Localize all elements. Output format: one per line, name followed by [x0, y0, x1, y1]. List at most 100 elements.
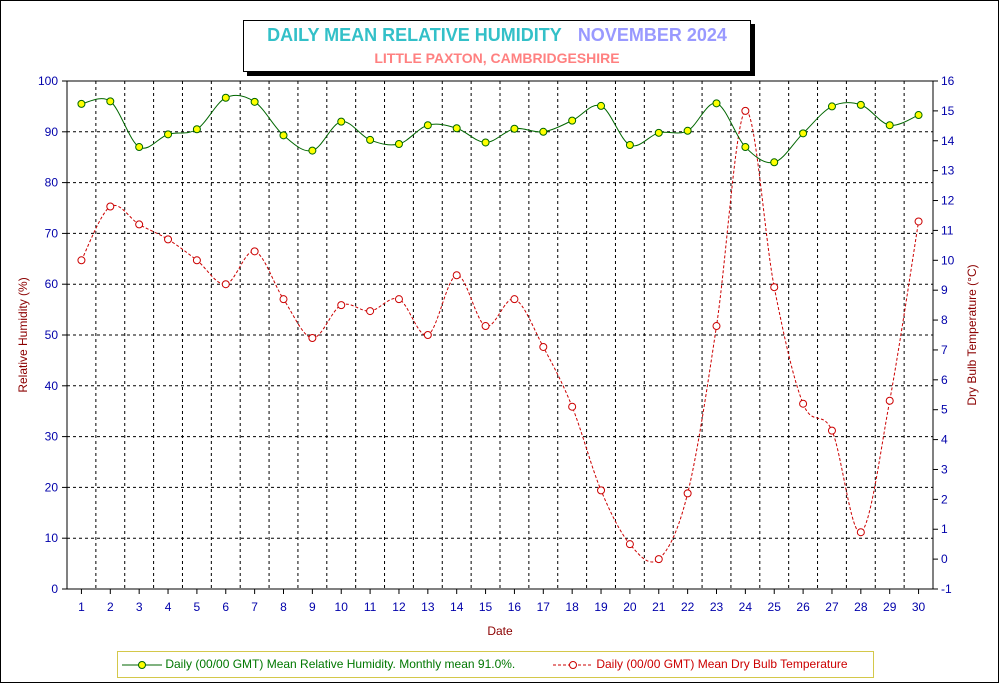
grid-lines — [67, 81, 933, 589]
chart-title: DAILY MEAN RELATIVE HUMIDITY — [267, 25, 562, 45]
humidity-point — [885, 121, 894, 130]
temperature-point — [337, 301, 346, 310]
right-tick-label: 0 — [941, 552, 948, 566]
x-tick-label: 17 — [537, 600, 551, 614]
x-tick-label: 9 — [309, 600, 316, 614]
temperature-point — [914, 217, 923, 226]
left-tick-label: 20 — [45, 480, 59, 494]
right-tick-label: 9 — [941, 283, 948, 297]
left-tick-label: 30 — [45, 430, 59, 444]
x-tick-label: 10 — [335, 600, 349, 614]
humidity-point — [914, 111, 923, 120]
temperature-point — [481, 322, 490, 331]
x-axis-title: Date — [487, 624, 513, 638]
x-tick-label: 4 — [165, 600, 172, 614]
chart-subtitle: LITTLE PAXTON, CAMBRIDGESHIRE — [374, 50, 620, 66]
humidity-point — [337, 117, 346, 126]
legend-temperature-label: Daily (00/00 GMT) Mean Dry Bulb Temperat… — [596, 657, 848, 671]
x-tick-label: 3 — [136, 600, 143, 614]
temperature-point — [539, 342, 548, 351]
right-tick-label: 8 — [941, 313, 948, 327]
temperature-point — [366, 307, 375, 316]
temperature-point — [625, 540, 634, 549]
temperature-point — [135, 220, 144, 229]
x-tick-label: 26 — [796, 600, 810, 614]
humidity-point — [683, 126, 692, 135]
x-tick-label: 2 — [107, 600, 114, 614]
x-tick-label: 12 — [392, 600, 406, 614]
x-tick-label: 14 — [450, 600, 464, 614]
temperature-point — [568, 402, 577, 411]
x-tick-label: 24 — [739, 600, 753, 614]
x-tick-label: 15 — [479, 600, 493, 614]
x-tick-label: 6 — [222, 600, 229, 614]
temperature-point — [106, 202, 115, 211]
humidity-point — [625, 141, 634, 150]
x-tick-label: 28 — [854, 600, 868, 614]
legend-humidity-swatch — [122, 660, 162, 669]
temperature-point — [452, 271, 461, 280]
humidity-point — [308, 146, 317, 155]
temperature-point — [221, 280, 230, 289]
temperature-point — [423, 331, 432, 339]
right-tick-label: 14 — [941, 134, 955, 148]
temperature-point — [654, 555, 663, 564]
x-axis: 1 2 3 4 5 6 7 8 9 10 11 12 13 14 15 16 17 18 19 20 21 22 23 24 2… — [78, 589, 926, 614]
legend-humidity-label: Daily (00/00 GMT) Mean Relative Humidity… — [165, 657, 516, 671]
left-tick-label: 0 — [51, 582, 58, 596]
left-axis: 0 10 20 30 40 50 60 70 80 90 100 — [38, 74, 67, 596]
legend-item-humidity: Daily (00/00 GMT) Mean Relative Humidity… — [122, 657, 515, 671]
right-tick-label: 6 — [941, 373, 948, 387]
left-tick-label: 50 — [45, 328, 59, 342]
humidity-point — [77, 99, 86, 108]
x-tick-label: 22 — [681, 600, 695, 614]
right-tick-label: 1 — [941, 522, 948, 536]
x-tick-label: 27 — [825, 600, 839, 614]
legend-temperature-swatch — [553, 660, 593, 669]
temperature-point — [250, 247, 259, 256]
right-axis-title: Dry Bulb Temperature (°C) — [965, 264, 979, 405]
humidity-point — [510, 124, 519, 133]
temperature-point — [510, 295, 519, 304]
left-tick-label: 10 — [45, 531, 59, 545]
humidity-point — [423, 121, 432, 130]
right-tick-label: 15 — [941, 104, 955, 118]
humidity-point — [568, 116, 577, 125]
humidity-point — [799, 129, 808, 138]
humidity-point — [452, 124, 461, 133]
humidity-point — [827, 102, 836, 111]
humidity-point — [481, 138, 490, 147]
right-tick-label: 13 — [941, 164, 955, 178]
temperature-point — [192, 256, 201, 265]
humidity-point — [250, 97, 259, 106]
x-tick-label: 25 — [768, 600, 782, 614]
temperature-point — [741, 106, 750, 115]
left-tick-label: 60 — [45, 277, 59, 291]
right-tick-label: 16 — [941, 74, 955, 88]
humidity-point — [741, 143, 750, 152]
humidity-point — [221, 93, 230, 102]
temperature-point — [799, 399, 808, 408]
right-tick-label: 4 — [941, 433, 948, 447]
x-tick-label: 29 — [883, 600, 897, 614]
right-tick-label: 7 — [941, 343, 948, 357]
left-tick-label: 100 — [38, 74, 58, 88]
humidity-point — [135, 143, 144, 152]
chart-period: NOVEMBER 2024 — [577, 25, 727, 45]
x-tick-label: 16 — [508, 600, 522, 614]
legend-item-temperature: Daily (00/00 GMT) Mean Dry Bulb Temperat… — [553, 657, 848, 671]
humidity-point — [279, 131, 288, 140]
temperature-point — [77, 256, 86, 265]
series-temperature — [77, 106, 923, 564]
humidity-point — [712, 99, 721, 108]
x-tick-label: 30 — [912, 600, 926, 614]
humidity-point — [654, 128, 663, 137]
temperature-point — [308, 333, 317, 342]
series-humidity — [77, 93, 923, 167]
humidity-point — [164, 130, 173, 139]
temperature-point — [394, 295, 403, 304]
left-tick-label: 80 — [45, 176, 59, 190]
right-tick-label: -1 — [941, 582, 952, 596]
x-tick-label: 1 — [78, 600, 85, 614]
